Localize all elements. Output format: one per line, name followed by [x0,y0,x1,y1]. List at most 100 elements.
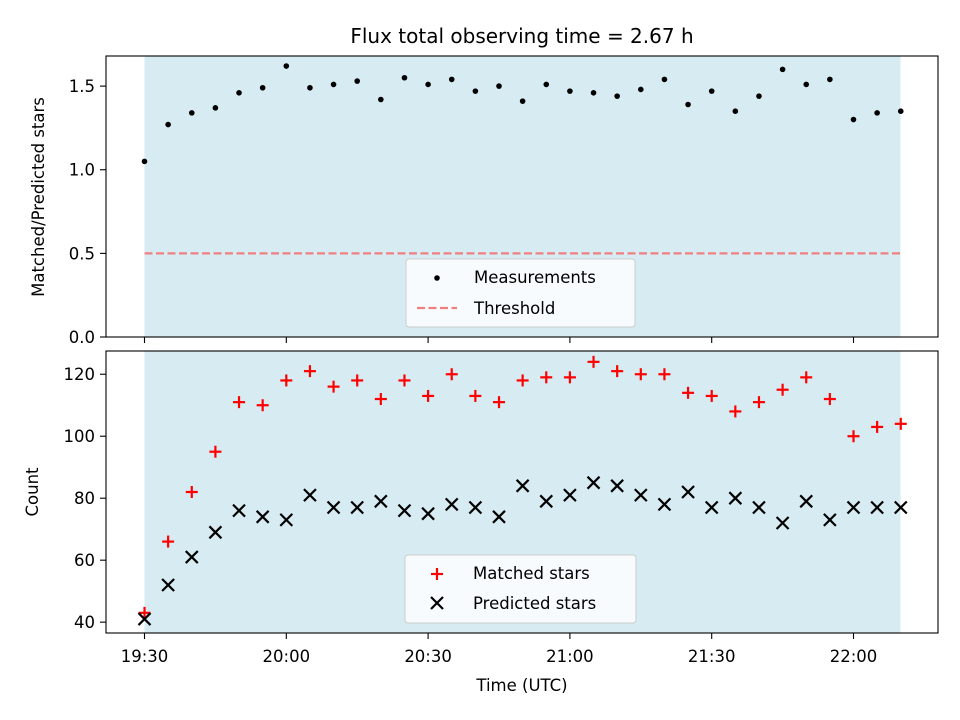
predicted-point [374,494,388,509]
predicted-point [397,503,412,518]
legend-predicted-marker [430,596,444,610]
measurement-point [708,88,715,94]
bottom-legend: Matched stars Predicted stars [404,554,637,624]
measurement-point [519,98,526,104]
measurement-point [307,84,313,91]
predicted-point [704,500,719,515]
bottom-y-tick-label: 100 [64,427,96,446]
matched-point [398,374,411,387]
predicted-point [539,494,554,509]
measurement-points [141,63,904,165]
legend-predicted-label: Predicted stars [473,594,596,613]
matched-point [185,486,198,498]
measurement-point [141,158,148,165]
bottom-y-axis: 40 60 80 100 120 [64,365,106,632]
x-tick-label: 19:30 [121,647,169,666]
x-axis-label: Time (UTC) [475,676,567,695]
matched-point [303,365,316,378]
x-tick-label: 22:00 [830,647,878,666]
measurement-point [590,89,597,96]
predicted-point [303,488,317,502]
x-tick-label: 20:00 [263,647,311,666]
measurement-point [756,93,762,99]
predicted-point [444,497,459,512]
matched-point [871,420,884,433]
matched-point [327,380,340,393]
matched-point [256,399,269,412]
predicted-point [350,500,364,515]
predicted-point [799,494,814,509]
predicted-point [775,516,790,530]
predicted-point [137,612,152,626]
top-panel: 0.0 0.5 1.0 1.5 Matched/Predicted stars Mea… [29,55,939,347]
predicted-point [232,503,246,518]
x-tick-label: 20:30 [404,647,452,666]
measurement-point [779,66,786,73]
predicted-point [728,491,743,505]
matched-point [847,430,860,443]
count-points [137,355,908,626]
predicted-point [184,550,199,564]
top-y-label: Matched/Predicted stars [29,97,48,297]
matched-point [493,396,505,409]
predicted-point [421,506,435,521]
matched-point [776,383,789,396]
predicted-point [634,488,648,502]
predicted-point [563,488,577,502]
measurement-point [188,110,195,116]
predicted-point [161,578,175,592]
predicted-point [326,500,341,515]
measurement-point [803,81,810,88]
legend-threshold-label: Threshold [473,299,555,318]
x-tick-label: 21:30 [688,647,736,666]
bottom-plot-frame [105,350,939,634]
matched-point [800,371,813,384]
predicted-point [468,500,483,515]
predicted-point [255,510,270,524]
measurement-point [614,93,620,99]
bottom-y-label: Count [23,467,42,517]
measurement-point [354,78,361,84]
predicted-point [515,479,530,493]
bottom-y-tick-label: 40 [74,613,95,632]
measurement-point [567,88,573,94]
measurement-point [897,108,904,114]
bottom-x-axis: 19:30 20:00 20:30 21:00 21:30 22:00 [121,633,878,666]
top-y-tick-label: 1.5 [69,77,95,96]
matched-point [729,405,742,418]
measurement-point [661,76,668,83]
legend-measurements-marker [434,275,440,281]
measurement-point [212,105,219,111]
matched-point [138,606,151,619]
top-y-tick-label: 0.5 [69,244,95,263]
legend-matched-label: Matched stars [473,564,590,583]
top-y-axis: 0.0 0.5 1.0 1.5 [69,77,106,347]
measurement-point [543,81,550,88]
top-y-tick-label: 0.0 [69,328,95,347]
bottom-panel: 40 60 80 100 120 19:30 20:00 20:30 21:00 21:30 22… [23,350,939,666]
matched-point [823,393,836,406]
measurement-point [165,121,171,128]
predicted-point [208,525,223,540]
x-tick-label: 21:00 [546,647,594,666]
predicted-point [657,497,672,512]
bottom-y-tick-label: 80 [74,489,95,508]
matched-point [752,396,765,409]
measurement-point [378,96,384,103]
measurement-point [496,83,502,89]
matched-point [540,371,553,384]
matched-point [587,355,600,368]
top-legend-box [405,258,636,328]
matched-point [374,393,387,406]
matched-point [233,396,246,409]
legend-matched-marker [431,568,443,580]
predicted-point [870,500,884,515]
bottom-legend-box [404,554,637,624]
measurement-point [827,76,833,83]
legend-measurements-label: Measurements [474,268,596,287]
matched-point [611,365,624,378]
measurement-point [401,74,408,81]
top-legend: Measurements Threshold [405,258,636,328]
matched-point [422,389,435,402]
measurement-point [283,63,290,69]
